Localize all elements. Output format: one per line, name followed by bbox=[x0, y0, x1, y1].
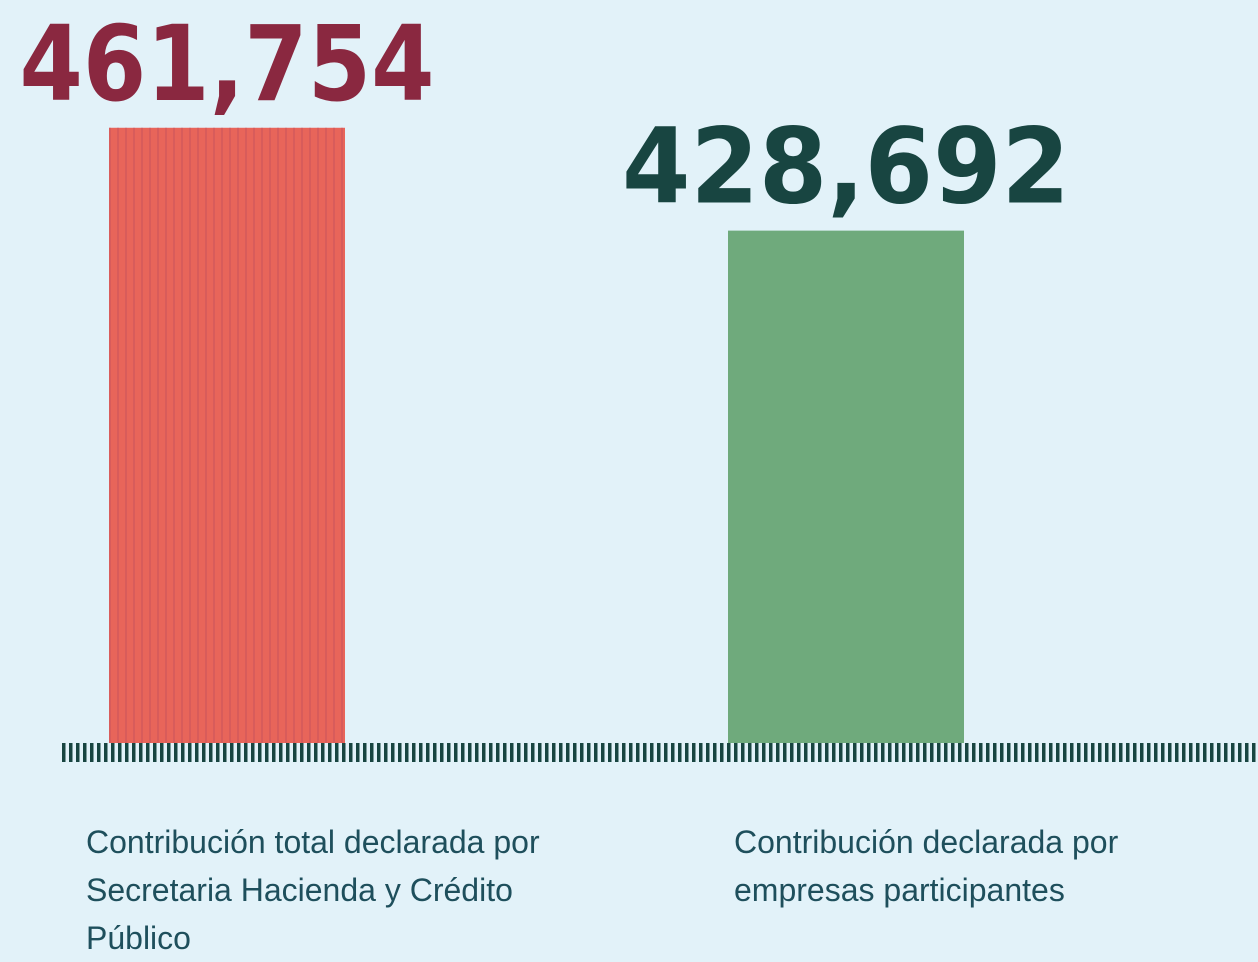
baseline bbox=[62, 743, 1258, 762]
category-label: Contribución declarada por empresas part… bbox=[734, 824, 1119, 908]
value-label: 428,692 bbox=[622, 106, 1070, 228]
bar bbox=[728, 230, 964, 744]
bar-stripes bbox=[109, 127, 345, 744]
value-label: 461,754 bbox=[20, 3, 435, 125]
category-label: Contribución total declarada por Secreta… bbox=[86, 824, 540, 956]
